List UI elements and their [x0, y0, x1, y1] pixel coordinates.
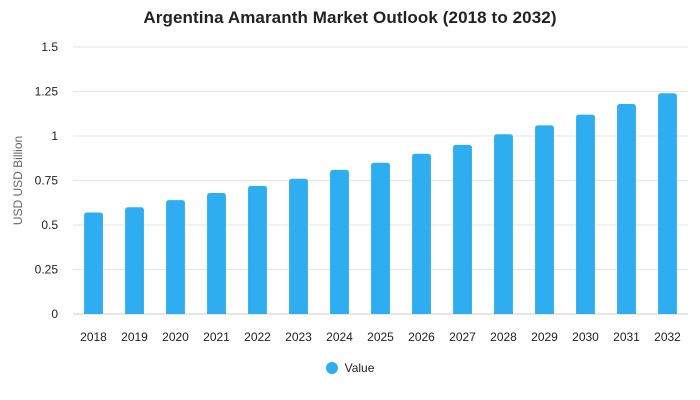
- x-tick-label: 2030: [572, 330, 599, 344]
- y-axis-title: USD USD Billion: [11, 136, 25, 225]
- x-tick-label: 2026: [408, 330, 435, 344]
- bar-2027[interactable]: [453, 144, 472, 314]
- x-axis-ticks: 2018 2019 2020 2021 2022 2023 2024 2025 2026 2027…: [80, 330, 681, 344]
- y-tick-label: 1.25: [35, 85, 59, 99]
- bar-2023[interactable]: [289, 178, 308, 314]
- x-tick-label: 2029: [531, 330, 558, 344]
- x-tick-label: 2021: [203, 330, 230, 344]
- y-tick-label: 1: [51, 129, 58, 143]
- bar-2022[interactable]: [248, 185, 267, 314]
- chart-title: Argentina Amaranth Market Outlook (2018 …: [143, 8, 557, 27]
- y-tick-label: 0.25: [35, 263, 59, 277]
- y-tick-label: 1.5: [41, 40, 58, 54]
- bar-2024[interactable]: [330, 169, 349, 314]
- legend-label[interactable]: Value: [344, 361, 375, 375]
- x-tick-label: 2025: [367, 330, 394, 344]
- x-tick-label: 2020: [162, 330, 189, 344]
- x-tick-label: 2018: [80, 330, 107, 344]
- y-axis-ticks: 0 0.25 0.5 0.75 1 1.25 1.5: [35, 40, 59, 321]
- x-tick-label: 2031: [613, 330, 640, 344]
- bar-2019[interactable]: [125, 207, 144, 314]
- y-tick-label: 0: [51, 307, 58, 321]
- bar-2026[interactable]: [412, 153, 431, 314]
- legend: Value: [0, 361, 700, 375]
- x-tick-label: 2028: [490, 330, 517, 344]
- x-tick-label: 2022: [244, 330, 271, 344]
- bar-2020[interactable]: [166, 200, 185, 314]
- y-tick-label: 0.75: [35, 174, 59, 188]
- bar-2028[interactable]: [494, 134, 513, 314]
- y-tick-label: 0.5: [41, 218, 58, 232]
- bar-2029[interactable]: [535, 125, 554, 314]
- legend-swatch[interactable]: [325, 362, 338, 374]
- x-tick-label: 2027: [449, 330, 476, 344]
- bar-2031[interactable]: [617, 103, 636, 315]
- x-tick-label: 2032: [654, 330, 681, 344]
- bar-2025[interactable]: [371, 162, 390, 314]
- bar-2018[interactable]: [84, 212, 103, 314]
- bar-2021[interactable]: [207, 192, 226, 314]
- x-tick-label: 2024: [326, 330, 353, 344]
- x-tick-label: 2019: [121, 330, 148, 344]
- x-tick-label: 2023: [285, 330, 312, 344]
- bar-2030[interactable]: [576, 114, 595, 314]
- bar-2032[interactable]: [658, 93, 677, 314]
- bars: [84, 93, 677, 315]
